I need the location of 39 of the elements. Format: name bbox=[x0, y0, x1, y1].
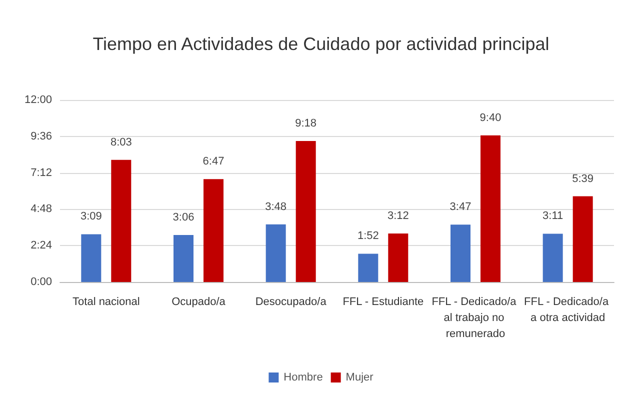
legend-label: Mujer bbox=[346, 372, 374, 384]
data-label: 8:03 bbox=[110, 136, 132, 148]
x-tick-label: FFL - Estudiante bbox=[342, 296, 424, 308]
bar bbox=[296, 140, 316, 282]
bar bbox=[174, 234, 194, 282]
x-tick-label: Desocupado/a bbox=[255, 296, 328, 308]
data-label: 3:12 bbox=[387, 210, 409, 222]
data-label: 5:39 bbox=[572, 172, 594, 185]
data-label: 9:18 bbox=[295, 117, 317, 130]
y-tick-label: 0:00 bbox=[30, 276, 52, 288]
bar bbox=[480, 135, 500, 282]
data-label: 9:40 bbox=[480, 112, 502, 124]
data-label: 3:47 bbox=[450, 201, 472, 214]
y-tick-label: 2:24 bbox=[30, 240, 52, 252]
x-tick-label: Ocupado/a bbox=[172, 296, 226, 308]
y-tick-label: 7:12 bbox=[30, 166, 52, 179]
bar bbox=[358, 254, 378, 282]
y-tick-label: 12:00 bbox=[24, 94, 52, 106]
bar bbox=[388, 233, 408, 282]
data-label: 3:09 bbox=[80, 210, 102, 223]
bar bbox=[542, 234, 563, 282]
data-label: 3:11 bbox=[542, 210, 564, 222]
data-label: 6:47 bbox=[202, 156, 224, 168]
x-tick-label: FFL - Dedicado/a al trabajo no remunerado bbox=[432, 296, 520, 340]
bar bbox=[81, 234, 102, 282]
data-label: 3:06 bbox=[172, 211, 194, 224]
bar bbox=[572, 196, 593, 282]
data-label: 3:48 bbox=[265, 200, 287, 213]
data-label: 1:52 bbox=[357, 230, 379, 242]
bar bbox=[450, 224, 470, 282]
bar bbox=[111, 160, 132, 282]
x-tick-label: FFL - Dedicado/a a otra actividad bbox=[524, 296, 612, 324]
bar bbox=[204, 179, 224, 282]
legend-label: Hombre bbox=[284, 372, 323, 384]
x-tick-label: Total nacional bbox=[72, 296, 140, 308]
bar bbox=[266, 224, 286, 282]
y-tick-label: 4:48 bbox=[30, 203, 52, 216]
chart-title: Tiempo en Actividades de Cuidado por actividad principal bbox=[92, 34, 550, 54]
y-tick-label: 9:36 bbox=[30, 130, 52, 142]
